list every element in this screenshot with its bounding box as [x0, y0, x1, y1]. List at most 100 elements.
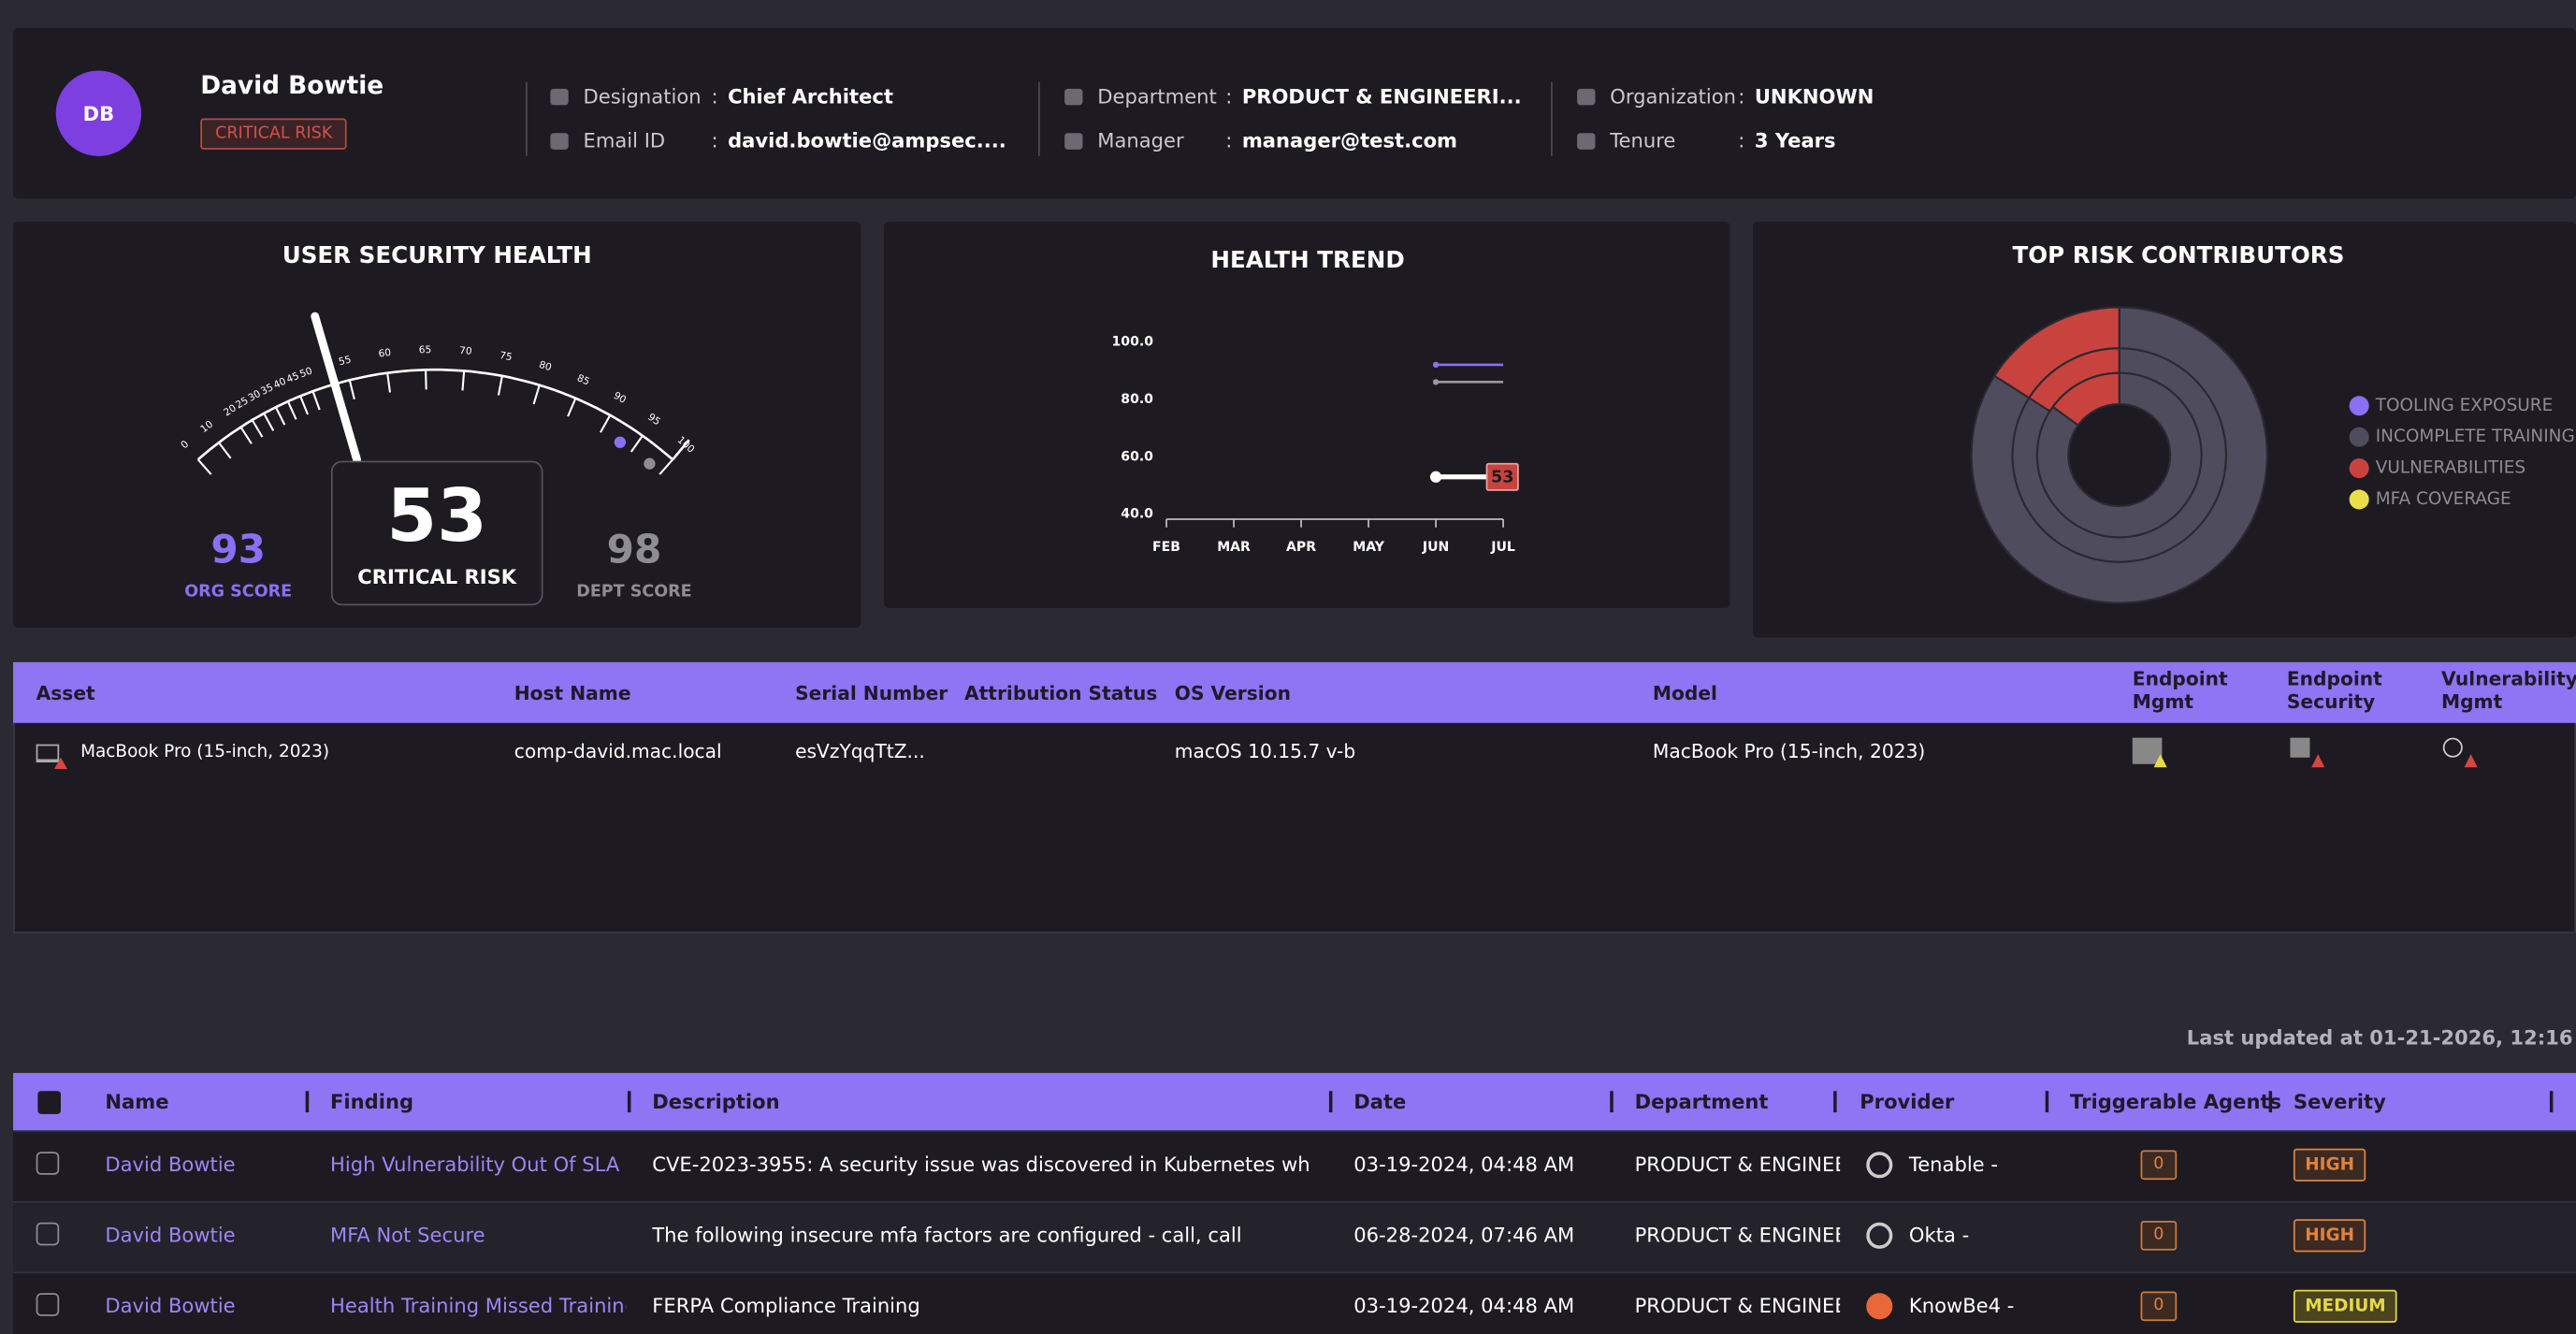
- date: 06-28-2024, 07:46 AM: [1353, 1224, 1575, 1247]
- legend-swatch: [2349, 458, 2369, 479]
- field-value: david.bowtie@ampsec....: [728, 129, 1006, 153]
- gauge-tick-label: 90: [612, 390, 629, 406]
- column-header: Endpoint Security: [2286, 667, 2382, 714]
- gauge-tick-label: 0: [179, 439, 191, 451]
- field-icon: [1064, 88, 1083, 106]
- field-value: PRODUCT & ENGINEERI...: [1241, 84, 1522, 109]
- finding[interactable]: MFA Not Secure: [330, 1224, 485, 1247]
- legend-label: TOOLING EXPOSURE: [2375, 396, 2554, 415]
- gauge-tick: [658, 458, 673, 475]
- department: PRODUCT & ENGINEE: [1634, 1224, 1841, 1247]
- finding[interactable]: Health Training Missed Training: [330, 1294, 627, 1318]
- gauge-tick-label: 55: [338, 354, 353, 368]
- tool-icon: [2290, 737, 2310, 758]
- provider: Okta -: [1908, 1224, 1970, 1247]
- last-updated: Last updated at 01-21-2026, 12:16: [2186, 1026, 2573, 1050]
- field-colon: :: [1225, 129, 1233, 153]
- department: PRODUCT & ENGINEE: [1634, 1153, 1841, 1177]
- field-icon: [550, 133, 569, 150]
- gauge-tick: [311, 390, 321, 411]
- dept-marker: [644, 457, 656, 470]
- separator: [1551, 81, 1553, 156]
- score-box: [330, 460, 543, 606]
- provider: Tenable -: [1908, 1153, 1998, 1177]
- model: MacBook Pro (15-inch, 2023): [1652, 739, 1926, 763]
- field-value: UNKNOWN: [1754, 84, 1874, 109]
- status-icon: [2153, 754, 2167, 768]
- avatar-initials: DB: [83, 102, 115, 125]
- column-header: Severity: [2293, 1090, 2386, 1114]
- row-checkbox[interactable]: [36, 1222, 60, 1246]
- column-header: OS Version: [1174, 681, 1291, 705]
- y-tick-label: 40.0: [1121, 507, 1153, 522]
- gauge-tick-label: 70: [459, 345, 472, 357]
- ring-segment: [2051, 371, 2120, 427]
- name[interactable]: David Bowtie: [105, 1224, 236, 1247]
- trend-start: [1432, 361, 1440, 369]
- column-divider: [1328, 1091, 1332, 1113]
- finding[interactable]: High Vulnerability Out Of SLA: [330, 1153, 620, 1177]
- gauge-tick-label: 80: [538, 359, 553, 373]
- gauge-tick: [299, 396, 310, 415]
- trend-panel: [883, 222, 1730, 608]
- gauge-tick: [386, 372, 392, 393]
- column-divider: [2549, 1091, 2553, 1113]
- column-header: Date: [1353, 1090, 1407, 1114]
- org-score: 93: [210, 527, 266, 573]
- gauge-tick-label: 25: [234, 395, 251, 411]
- field-label: Manager: [1097, 129, 1184, 153]
- profile-panel: [13, 27, 2576, 199]
- x-tick-label: MAR: [1217, 540, 1251, 555]
- column-header: Host Name: [514, 681, 631, 705]
- column-header: Provider: [1860, 1090, 1955, 1114]
- department: PRODUCT & ENGINEE: [1634, 1294, 1841, 1318]
- column-divider: [2045, 1091, 2048, 1113]
- x-tick-label: JUL: [1490, 540, 1515, 555]
- field-label: Department: [1097, 84, 1217, 109]
- asset-header-bg: [13, 661, 2576, 723]
- gauge-tick: [286, 400, 297, 420]
- field-colon: :: [711, 84, 718, 109]
- trend-start: [1429, 471, 1442, 483]
- gauge-tick: [218, 442, 232, 459]
- ring-segment: [2035, 371, 2203, 539]
- column-header: Attribution Status: [963, 681, 1158, 705]
- gauge-tick-label: 50: [298, 366, 314, 381]
- field-icon: [1577, 88, 1596, 106]
- value-label: 53: [1491, 469, 1513, 487]
- date: 03-19-2024, 04:48 AM: [1353, 1294, 1575, 1318]
- gauge-tick-label: 65: [419, 344, 432, 355]
- gauge-tick-label: 85: [575, 372, 591, 387]
- x-tick-label: FEB: [1152, 540, 1180, 555]
- tool-icon: [2442, 737, 2463, 758]
- date: 03-19-2024, 04:48 AM: [1353, 1153, 1575, 1177]
- row-checkbox[interactable]: [36, 1152, 60, 1175]
- avatar: [55, 70, 142, 156]
- select-all[interactable]: [37, 1091, 61, 1114]
- field-icon: [550, 88, 569, 106]
- column-header: Vulnerability Mgmt: [2440, 667, 2576, 714]
- asset-name: MacBook Pro (15-inch, 2023): [80, 742, 330, 762]
- panel-title: HEALTH TREND: [1210, 246, 1404, 273]
- provider-icon: [1866, 1293, 1893, 1320]
- name[interactable]: David Bowtie: [105, 1294, 236, 1318]
- x-tick-label: APR: [1286, 540, 1316, 555]
- column-header: Model: [1652, 681, 1717, 705]
- y-tick-label: 60.0: [1121, 449, 1153, 464]
- name[interactable]: David Bowtie: [105, 1153, 236, 1177]
- org-label: ORG SCORE: [184, 582, 292, 601]
- gauge-arc: [196, 368, 674, 461]
- gauge-tick: [532, 384, 541, 405]
- separator: [526, 81, 528, 156]
- warning-icon: [53, 757, 68, 769]
- status-icon: [2311, 754, 2325, 768]
- score-label: CRITICAL RISK: [357, 565, 516, 588]
- row-checkbox[interactable]: [36, 1293, 60, 1316]
- column-divider: [627, 1091, 630, 1113]
- gauge-tick-label: 10: [198, 418, 215, 435]
- dept-label: DEPT SCORE: [576, 582, 691, 601]
- legend-swatch: [2349, 396, 2369, 416]
- field-label: Email ID: [583, 129, 666, 153]
- agents-badge: 0: [2140, 1220, 2178, 1251]
